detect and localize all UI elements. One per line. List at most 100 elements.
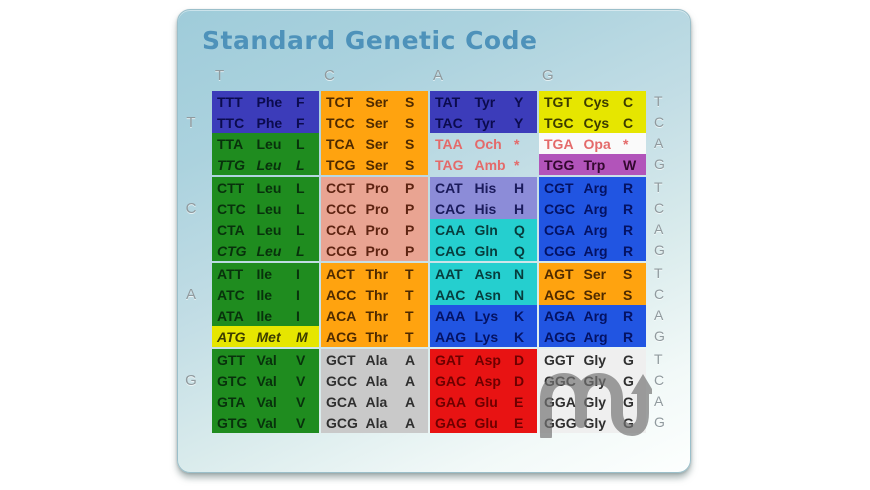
codon-aa-label: Ser [583,286,607,303]
codon-codon-label: GCC [326,372,358,389]
codon-codon-label: GTG [217,414,248,431]
codon-sym-label: D [514,351,525,368]
row-base-label-A: A [654,393,664,409]
codon-sym-label: R [623,242,634,259]
codon-sym-label: Y [514,114,524,131]
codon-aa-label: Phe [256,93,283,110]
codon-codon-label: ACT [326,265,355,282]
codon-codon-label: TTC [217,114,245,131]
codon-codon-label: ACA [326,307,357,324]
codon-sym-label: N [514,286,525,303]
codon-aa-label: Tyr [474,93,496,110]
column-header-G: G [542,67,554,84]
codon-cell-TTA: TTA Leu L [212,133,319,154]
codon-codon-label: TAA [435,135,463,152]
codon-sym-label: R [623,328,634,345]
codon-block-T: T TTT Phe F TCT Ser S TAT Tyr Y TGT Cys C T TTC Phe F TCC… [186,91,690,175]
codon-cell-CAC: CAC His H [430,198,537,219]
codon-codon-label: CGT [544,179,574,196]
codon-sym-label: V [296,351,306,368]
codon-aa-label: Cys [583,114,610,131]
codon-codon-label: CAG [435,242,467,259]
row-base-label-A: A [654,307,664,323]
codon-sym-label: S [405,114,415,131]
codon-row: CTC Leu L CCC Pro P CAC His H CGC Arg R C [212,198,690,219]
codon-codon-label: GTC [217,372,247,389]
row-group-label-G: G [185,372,197,389]
codon-row: TTG Leu L TCG Ser S TAG Amb * TGG Trp W G [212,154,690,175]
codon-row: ATA Ile I ACA Thr T AAA Lys K AGA Arg R A [212,305,690,326]
codon-aa-label: Glu [474,393,498,410]
codon-codon-label: CCA [326,221,357,238]
codon-aa-label: Val [256,351,277,368]
codon-cell-GCT: GCT Ala A [321,349,428,370]
codon-codon-label: TGT [544,93,572,110]
codon-aa-label: Val [256,414,277,431]
codon-codon-label: GAT [435,351,464,368]
codon-codon-label: AGG [544,328,576,345]
codon-cell-CCG: CCG Pro P [321,240,428,261]
codon-cell-CAA: CAA Gln Q [430,219,537,240]
codon-sym-label: R [623,221,634,238]
codon-codon-label: CGA [544,221,576,238]
codon-aa-label: Ser [365,93,389,110]
codon-aa-label: Lys [474,328,499,345]
codon-sym-label: N [514,265,525,282]
codon-cell-CTC: CTC Leu L [212,198,319,219]
codon-cell-CTG: CTG Leu L [212,240,319,261]
codon-aa-label: Leu [256,179,282,196]
codon-cell-CCC: CCC Pro P [321,198,428,219]
codon-aa-label: Asn [474,286,501,303]
codon-sym-label: A [405,414,416,431]
codon-aa-label: Pro [365,242,389,259]
codon-cell-AGA: AGA Arg R [539,305,646,326]
codon-cell-CCA: CCA Pro P [321,219,428,240]
codon-codon-label: CTA [217,221,245,238]
codon-aa-label: Glu [474,414,498,431]
codon-aa-label: Gln [474,221,498,238]
codon-aa-label: Leu [256,135,282,152]
codon-codon-label: ACC [326,286,357,303]
codon-aa-label: Met [256,328,281,345]
codon-aa-label: Ala [365,414,388,431]
codon-aa-label: Amb [474,156,506,173]
codon-cell-CTA: CTA Leu L [212,219,319,240]
codon-aa-label: Arg [583,328,608,345]
codon-row: CTA Leu L CCA Pro P CAA Gln Q CGA Arg R A [212,219,690,240]
codon-cell-GTA: GTA Val V [212,391,319,412]
codon-sym-label: G [623,393,634,410]
codon-cell-ACA: ACA Thr T [321,305,428,326]
codon-aa-label: Tyr [474,114,496,131]
codon-row: ATC Ile I ACC Thr T AAC Asn N AGC Ser S C [212,284,690,305]
codon-codon-label: TCT [326,93,354,110]
codon-aa-label: Gly [583,351,607,368]
codon-aa-label: Arg [583,221,608,238]
codon-block-G: G GTT Val V GCT Ala A GAT Asp D GGT Gly G T GTC Val V GCC… [185,349,690,433]
codon-sym-label: T [405,286,414,303]
codon-sym-label: L [296,221,305,238]
codon-codon-label: ATG [217,328,246,345]
codon-codon-label: TCG [326,156,356,173]
row-base-label-G: G [654,414,665,430]
codon-sym-label: W [623,156,637,173]
codon-cell-TCG: TCG Ser S [321,154,428,175]
codon-aa-label: Thr [365,307,389,324]
codon-cell-GCA: GCA Ala A [321,391,428,412]
codon-sym-label: P [405,242,415,259]
codon-cell-GAG: GAG Glu E [430,412,537,433]
codon-sym-label: H [514,200,525,217]
codon-codon-label: CGG [544,242,576,259]
codon-codon-label: GCT [326,351,356,368]
codon-cell-TCT: TCT Ser S [321,91,428,112]
codon-aa-label: Phe [256,114,283,131]
codon-cell-TGC: TGC Cys C [539,112,646,133]
codon-aa-label: His [474,179,497,196]
codon-sym-label: A [405,372,416,389]
codon-aa-label: Ser [583,265,607,282]
codon-codon-label: ATA [217,307,244,324]
codon-cell-ACC: ACC Thr T [321,284,428,305]
codon-sym-label: R [623,179,634,196]
codon-sym-label: P [405,221,415,238]
codon-aa-label: Leu [256,242,282,259]
